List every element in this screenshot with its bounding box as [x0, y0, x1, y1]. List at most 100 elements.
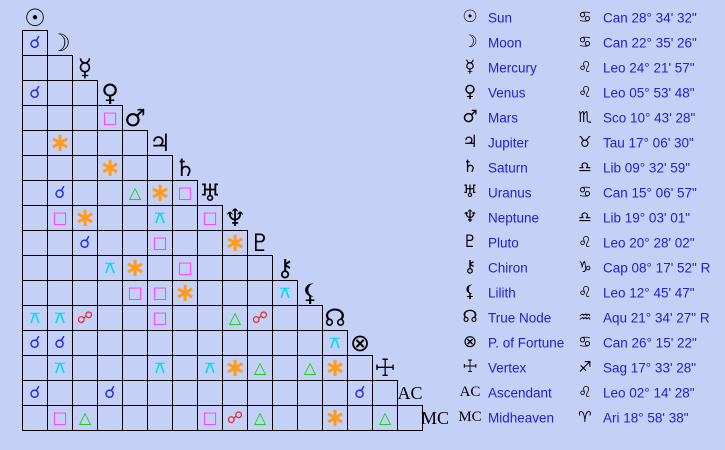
aspect-cell-pluto-neptune: ∗	[222, 230, 248, 256]
quincunx-aspect-glyph: ⚻	[329, 333, 341, 352]
aspect-cell-chiron-neptune	[222, 255, 248, 281]
aspect-cell-midheaven-pluto: △	[247, 405, 273, 431]
aspect-cell-midheaven-sun	[22, 405, 48, 431]
planet-name: Moon	[488, 35, 522, 50]
zodiac-sign-glyph: ♎	[578, 208, 592, 226]
aspect-cell-midheaven-lilith	[297, 405, 323, 431]
venus-glyph: ♀	[463, 82, 477, 102]
moon-glyph: ☽	[462, 32, 478, 52]
aspect-cell-true-node-uranus	[197, 305, 223, 331]
zodiac-sign-glyph: ♏	[578, 108, 592, 126]
sextile-aspect-glyph: ∗	[224, 228, 246, 258]
quincunx-aspect-glyph: ⚻	[104, 258, 116, 277]
grid-planet-glyph-neptune: ♆	[224, 204, 246, 232]
conjunction-aspect-glyph: ☌	[54, 332, 66, 353]
midheaven-glyph: MC	[458, 409, 482, 425]
aspect-cell-neptune-mars	[122, 205, 148, 231]
aspect-cell-neptune-venus	[97, 205, 123, 231]
planet-name: Mars	[488, 110, 518, 125]
planet-name: P. of Fortune	[488, 335, 565, 350]
zodiac-sign-glyph: ♉	[578, 133, 592, 151]
planet-name: Vertex	[488, 360, 527, 375]
aspect-cell-uranus-sun	[22, 180, 48, 206]
aspect-cell-vertex-p-of-fortune	[347, 355, 373, 381]
square-aspect-glyph: □	[102, 108, 118, 127]
aspect-cell-chiron-venus: ⚻	[97, 255, 123, 281]
aspect-cell-venus-mercury	[72, 80, 98, 106]
square-aspect-glyph: □	[152, 308, 168, 327]
aspect-cell-ascendant-neptune	[222, 380, 248, 406]
aspect-cell-midheaven-saturn	[172, 405, 198, 431]
grid-planet-glyph-pluto: ♇	[249, 229, 271, 257]
aspect-cell-pluto-venus	[97, 230, 123, 256]
aspect-cell-true-node-moon: ⚻	[47, 305, 73, 331]
aspect-cell-saturn-mercury	[72, 155, 98, 181]
zodiac-sign-glyph: ♋	[578, 183, 592, 201]
aspect-cell-vertex-sun	[22, 355, 48, 381]
aspect-cell-p-of-fortune-uranus	[197, 330, 223, 356]
planet-position: Sag 17° 33' 28"	[603, 360, 697, 375]
planet-row-sun: ☉ Sun ♋ Can 28° 34' 32"	[455, 5, 725, 30]
planet-position: Can 22° 35' 26"	[603, 35, 697, 50]
aspect-cell-midheaven-vertex: △	[372, 405, 398, 431]
aspect-cell-ascendant-uranus	[197, 380, 223, 406]
square-aspect-glyph: □	[202, 408, 218, 427]
square-aspect-glyph: □	[202, 208, 218, 227]
planet-name: Neptune	[488, 210, 540, 225]
planet-row-pluto: ♇ Pluto ♌ Leo 20° 28' 02"	[455, 230, 725, 255]
grid-planet-glyph-uranus: ♅	[199, 179, 221, 207]
aspect-cell-chiron-moon	[47, 255, 73, 281]
quincunx-aspect-glyph: ⚻	[154, 358, 166, 377]
aspect-cell-venus-moon	[47, 80, 73, 106]
aspect-cell-ascendant-lilith	[297, 380, 323, 406]
zodiac-sign-glyph: ♌	[578, 383, 592, 401]
aspect-cell-ascendant-p-of-fortune: ☌	[347, 380, 373, 406]
aspect-cell-lilith-pluto	[247, 280, 273, 306]
grid-planet-glyph-midheaven: MC	[421, 408, 450, 428]
aspect-cell-neptune-jupiter: ⚻	[147, 205, 173, 231]
aspect-cell-uranus-jupiter: ∗	[147, 180, 173, 206]
quincunx-aspect-glyph: ⚻	[54, 308, 66, 327]
grid-planet-glyph-saturn: ♄	[174, 154, 196, 182]
aspect-cell-ascendant-moon	[47, 380, 73, 406]
aspect-cell-chiron-pluto	[247, 255, 273, 281]
conjunction-aspect-glyph: ☌	[79, 232, 91, 253]
aspect-cell-true-node-neptune: △	[222, 305, 248, 331]
true-node-glyph: ☊	[462, 307, 478, 327]
grid-planet-glyph-chiron: ⚷	[276, 254, 294, 282]
planet-name: Pluto	[488, 235, 519, 250]
zodiac-sign-glyph: ♌	[578, 283, 592, 301]
pluto-glyph: ♇	[462, 232, 478, 252]
aspect-cell-p-of-fortune-lilith	[297, 330, 323, 356]
aspect-cell-neptune-sun	[22, 205, 48, 231]
planet-name: True Node	[488, 310, 552, 325]
square-aspect-glyph: □	[152, 233, 168, 252]
planet-row-lilith: ⚸ Lilith ♌ Leo 12° 45' 47"	[455, 280, 725, 305]
planet-position: Cap 08° 17' 52" R	[603, 260, 711, 275]
opposition-aspect-glyph: ☍	[251, 308, 269, 327]
planet-row-chiron: ⚷ Chiron ♑ Cap 08° 17' 52" R	[455, 255, 725, 280]
aspect-cell-p-of-fortune-mars	[122, 330, 148, 356]
aspect-cell-lilith-chiron: ⚻	[272, 280, 298, 306]
aspect-cell-pluto-sun	[22, 230, 48, 256]
aspect-cell-pluto-moon	[47, 230, 73, 256]
aspect-cell-chiron-jupiter	[147, 255, 173, 281]
aspect-cell-lilith-moon	[47, 280, 73, 306]
planet-position: Can 28° 34' 32"	[603, 10, 697, 25]
aspect-cell-venus-sun: ☌	[22, 80, 48, 106]
sextile-aspect-glyph: ∗	[74, 203, 96, 233]
opposition-aspect-glyph: ☍	[76, 308, 94, 327]
aspect-cell-lilith-mercury	[72, 280, 98, 306]
planet-row-venus: ♀ Venus ♌ Leo 05° 53' 48"	[455, 80, 725, 105]
conjunction-aspect-glyph: ☌	[29, 32, 41, 53]
aspect-cell-p-of-fortune-chiron	[272, 330, 298, 356]
trine-aspect-glyph: △	[128, 183, 142, 202]
planet-position: Sco 10° 43' 28"	[603, 110, 696, 125]
planet-row-jupiter: ♃ Jupiter ♉ Tau 17° 06' 30"	[455, 130, 725, 155]
aspect-cell-ascendant-venus: ☌	[97, 380, 123, 406]
planet-row-mercury: ☿ Mercury ♌ Leo 24° 21' 57"	[455, 55, 725, 80]
aspect-cell-mercury-sun	[22, 55, 48, 81]
grid-planet-glyph-sun: ☉	[24, 4, 46, 32]
aspect-cell-mars-venus: □	[97, 105, 123, 131]
quincunx-aspect-glyph: ⚻	[54, 358, 66, 377]
